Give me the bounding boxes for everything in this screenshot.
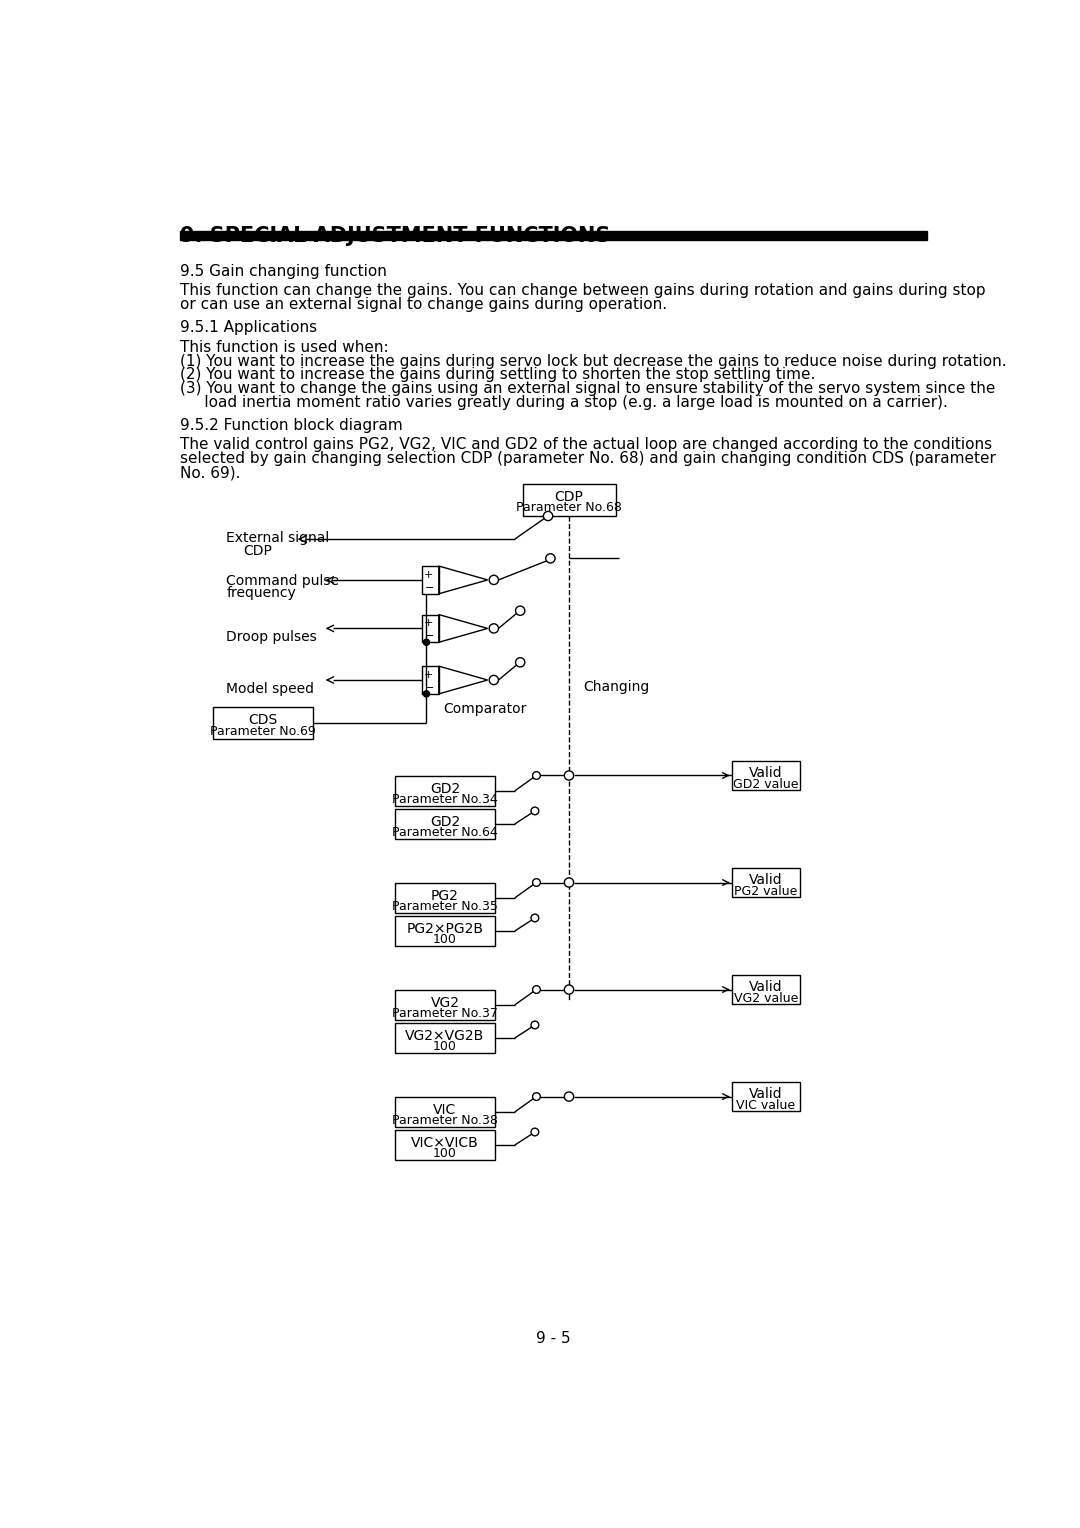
Text: 100: 100 [433, 1148, 457, 1160]
Circle shape [489, 575, 499, 585]
Text: 100: 100 [433, 934, 457, 946]
Text: Valid: Valid [750, 766, 783, 781]
Text: CDP: CDP [554, 490, 583, 504]
Bar [180, 231, 927, 240]
Text: Command pulse: Command pulse [227, 573, 339, 588]
Bar [422, 614, 438, 642]
Text: selected by gain changing selection CDP (parameter No. 68) and gain changing con: selected by gain changing selection CDP … [180, 451, 996, 466]
Text: load inertia moment ratio varies greatly during a stop (e.g. a large load is mou: load inertia moment ratio varies greatly… [180, 396, 948, 410]
Text: Parameter No.38: Parameter No.38 [392, 1114, 498, 1128]
Bar [213, 707, 313, 740]
Text: External signal: External signal [227, 532, 329, 545]
Bar [732, 975, 800, 1004]
Circle shape [532, 986, 540, 993]
Text: 9.5 Gain changing function: 9.5 Gain changing function [180, 264, 387, 280]
Text: Parameter No.35: Parameter No.35 [392, 900, 498, 914]
Text: This function is used when:: This function is used when: [180, 339, 389, 354]
Circle shape [531, 914, 539, 921]
Text: No. 69).: No. 69). [180, 465, 241, 480]
Circle shape [423, 639, 430, 645]
Bar [394, 810, 496, 839]
Bar [394, 776, 496, 805]
Circle shape [532, 772, 540, 779]
Text: +: + [424, 669, 433, 680]
Text: −: − [424, 584, 434, 593]
Circle shape [565, 879, 573, 888]
Text: Parameter No.37: Parameter No.37 [392, 1007, 498, 1021]
Text: Valid: Valid [750, 1088, 783, 1102]
Text: Droop pulses: Droop pulses [227, 630, 318, 643]
Text: PG2 value: PG2 value [734, 885, 797, 898]
Text: (2) You want to increase the gains during settling to shorten the stop settling : (2) You want to increase the gains durin… [180, 367, 815, 382]
Circle shape [531, 1128, 539, 1135]
Circle shape [532, 1093, 540, 1100]
Circle shape [489, 623, 499, 633]
Circle shape [543, 512, 553, 521]
Text: PG2×PG2B: PG2×PG2B [406, 921, 484, 935]
Text: frequency: frequency [227, 587, 296, 601]
Text: CDP: CDP [243, 544, 272, 558]
Text: +: + [424, 570, 433, 581]
Text: VG2: VG2 [431, 996, 459, 1010]
Circle shape [515, 607, 525, 616]
Text: VIC value: VIC value [737, 1099, 795, 1112]
Bar [422, 565, 438, 594]
Text: or can use an external signal to change gains during operation.: or can use an external signal to change … [180, 298, 667, 312]
Text: Parameter No.64: Parameter No.64 [392, 827, 498, 839]
Text: Valid: Valid [750, 981, 783, 995]
Text: Comparator: Comparator [444, 701, 527, 715]
Text: VG2×VG2B: VG2×VG2B [405, 1028, 485, 1042]
Bar [732, 761, 800, 790]
Circle shape [423, 691, 430, 697]
Bar [394, 917, 496, 946]
Bar [394, 883, 496, 912]
Text: Changing: Changing [583, 680, 649, 694]
Text: 9. SPECIAL ADJUSTMENT FUNCTIONS: 9. SPECIAL ADJUSTMENT FUNCTIONS [180, 226, 610, 246]
Circle shape [532, 879, 540, 886]
Circle shape [489, 675, 499, 685]
Text: VIC: VIC [433, 1103, 457, 1117]
Circle shape [515, 657, 525, 666]
Circle shape [545, 553, 555, 562]
Text: Parameter No.69: Parameter No.69 [210, 724, 315, 738]
Bar [732, 1082, 800, 1111]
Circle shape [565, 986, 573, 995]
Text: Parameter No.34: Parameter No.34 [392, 793, 498, 807]
Text: Valid: Valid [750, 874, 783, 888]
Bar [422, 666, 438, 694]
Text: +: + [424, 619, 433, 628]
Bar [394, 1097, 496, 1126]
Text: GD2 value: GD2 value [733, 778, 798, 792]
Text: 100: 100 [433, 1041, 457, 1053]
Text: CDS: CDS [248, 714, 278, 727]
Text: This function can change the gains. You can change between gains during rotation: This function can change the gains. You … [180, 284, 986, 298]
Text: Model speed: Model speed [227, 681, 314, 695]
Bar [394, 1024, 496, 1053]
Text: 9.5.2 Function block diagram: 9.5.2 Function block diagram [180, 419, 403, 434]
Text: 9 - 5: 9 - 5 [536, 1331, 571, 1346]
Text: GD2: GD2 [430, 782, 460, 796]
Bar [523, 484, 616, 516]
Circle shape [531, 1021, 539, 1028]
Text: 9.5.1 Applications: 9.5.1 Applications [180, 321, 318, 336]
Text: VIC×VICB: VIC×VICB [411, 1135, 478, 1151]
Text: GD2: GD2 [430, 814, 460, 828]
Circle shape [531, 807, 539, 814]
Text: PG2: PG2 [431, 889, 459, 903]
Text: (1) You want to increase the gains during servo lock but decrease the gains to r: (1) You want to increase the gains durin… [180, 353, 1007, 368]
Text: Parameter No.68: Parameter No.68 [516, 501, 622, 515]
Text: −: − [424, 683, 434, 694]
Text: (3) You want to change the gains using an external signal to ensure stability of: (3) You want to change the gains using a… [180, 382, 996, 396]
Text: The valid control gains PG2, VG2, VIC and GD2 of the actual loop are changed acc: The valid control gains PG2, VG2, VIC an… [180, 437, 993, 452]
Text: −: − [424, 631, 434, 642]
Text: VG2 value: VG2 value [733, 992, 798, 1005]
Bar [394, 1131, 496, 1160]
Circle shape [565, 770, 573, 781]
Circle shape [565, 1093, 573, 1102]
Bar [394, 990, 496, 1019]
Bar [732, 868, 800, 897]
